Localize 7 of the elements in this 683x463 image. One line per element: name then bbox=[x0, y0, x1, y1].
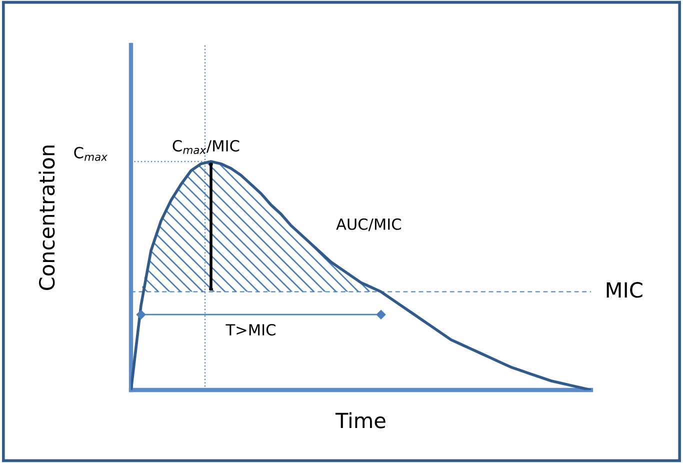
annotation: T>MIC bbox=[226, 324, 276, 336]
annotation: AUC/MIC bbox=[336, 218, 401, 232]
ref-line-label: C$_{max}$ bbox=[74, 146, 108, 161]
y-axis-title: Concentration bbox=[38, 146, 55, 290]
x-axis-title: Time bbox=[335, 412, 386, 428]
text: C$_{max}$/MIC bbox=[172, 140, 240, 154]
ref-line-label: MIC bbox=[606, 282, 642, 298]
